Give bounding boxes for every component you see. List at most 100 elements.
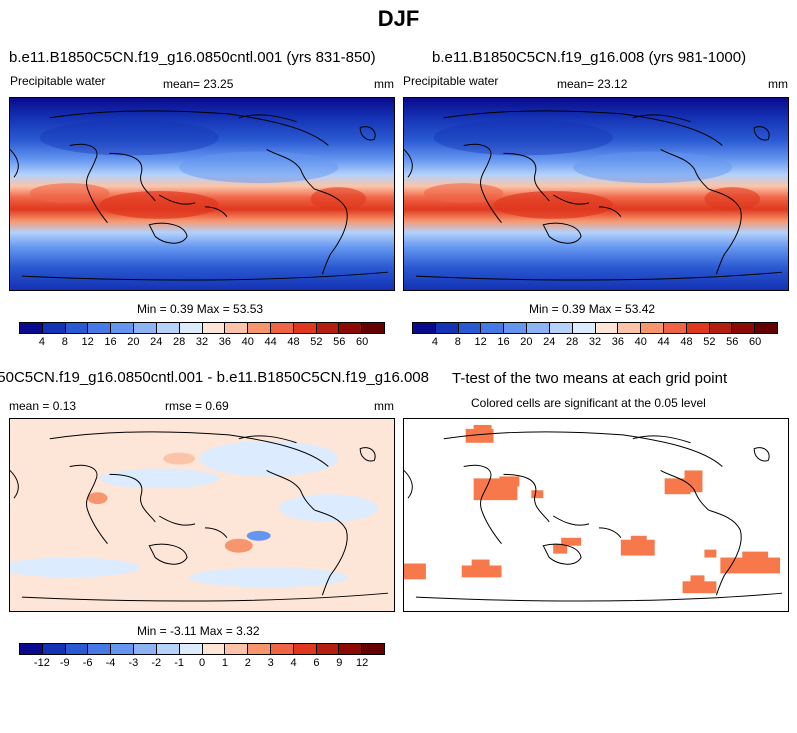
colorbar-precip-right-tick-label: 20 <box>520 336 533 348</box>
colorbar-difference-swatch <box>65 644 89 654</box>
map-significance-plot <box>404 419 788 611</box>
colorbar-precip-right-tick-label: 32 <box>588 336 602 348</box>
colorbar-difference-swatch <box>293 644 317 654</box>
colorbar-precip-right-swatch <box>413 323 436 333</box>
colorbar-precip-left-tick-label: 16 <box>104 336 117 348</box>
panel-tr-mean: mean= 23.12 <box>557 77 628 91</box>
panel-br-ttest-subtitle: Colored cells are significant at the 0.0… <box>471 396 706 410</box>
colorbar-difference-tick-label: 3 <box>267 657 274 669</box>
colorbar-precip-left-swatch <box>42 323 66 333</box>
colorbar-difference-swatch <box>362 644 384 654</box>
colorbar-precip-left-swatch <box>156 323 180 333</box>
colorbar-precip-left-swatch <box>316 323 340 333</box>
colorbar-precip-left-tick-label: 56 <box>333 336 346 348</box>
colorbar-precip-right-swatch <box>663 323 687 333</box>
colorbar-precip-left-tick-label: 32 <box>195 336 209 348</box>
colorbar-precip-left-swatch <box>65 323 89 333</box>
colorbar-precip-left-tick-label: 20 <box>127 336 140 348</box>
colorbar-difference-tick-label: -6 <box>82 657 93 669</box>
colorbar-precip-left-swatch <box>248 323 271 333</box>
colorbar-precip-right <box>412 322 778 334</box>
colorbar-precip-left <box>19 322 385 334</box>
colorbar-difference-tick-label: 0 <box>198 657 206 669</box>
colorbar-difference-swatch <box>111 644 135 654</box>
colorbar-precip-right-swatch <box>686 323 710 333</box>
colorbar-precip-left-tick-label: 44 <box>264 336 277 348</box>
colorbar-precip-left-tick-label: 12 <box>81 336 94 348</box>
colorbar-precip-right-swatch <box>527 323 550 333</box>
colorbar-precip-left-labels: 4 8 12 16 20 24 28 32 36 40 44 48 52 56 60 <box>19 336 385 350</box>
colorbar-difference-swatch <box>248 644 271 654</box>
panel-tl-mean: mean= 23.25 <box>163 77 234 91</box>
figure-title: DJF <box>377 6 420 31</box>
map-precip-difference-plot <box>10 419 394 611</box>
colorbar-precip-right-tick-label: 28 <box>566 336 579 348</box>
colorbar-precip-left-swatch <box>339 323 363 333</box>
map-precip-control-plot <box>10 98 394 290</box>
panel-bl-stats: Min = -3.11 Max = 3.32 <box>137 624 260 638</box>
colorbar-precip-left-tick-label: 60 <box>356 336 369 348</box>
colorbar-precip-left-swatch <box>202 323 226 333</box>
colorbar-difference-swatch <box>88 644 112 654</box>
colorbar-precip-right-swatch <box>435 323 459 333</box>
colorbar-precip-right-tick-label: 16 <box>497 336 510 348</box>
colorbar-difference-labels: -12 -9 -6 -4 -3 -2 -1 0 1 2 3 4 6 9 12 <box>19 657 385 671</box>
colorbar-precip-right-swatch <box>504 323 528 333</box>
map-precip-experiment-plot <box>404 98 788 290</box>
panel-bl-mean: mean = 0.13 <box>9 399 77 413</box>
colorbar-difference-swatch <box>270 644 294 654</box>
colorbar-precip-left-swatch <box>362 323 384 333</box>
colorbar-difference-tick-label: -12 <box>33 657 50 669</box>
panel-tr-case-title: b.e11.B1850C5CN.f19_g16.008 (yrs 981-100… <box>432 49 747 66</box>
panel-tl-stats: Min = 0.39 Max = 53.53 <box>137 302 264 316</box>
colorbar-difference-swatch <box>20 644 43 654</box>
map-precip-experiment <box>403 97 789 291</box>
colorbar-precip-left-swatch <box>20 323 43 333</box>
colorbar-precip-left-tick-label: 36 <box>218 336 231 348</box>
panel-tl-case-title: b.e11.B1850C5CN.f19_g16.0850cntl.001 (yr… <box>9 49 376 66</box>
colorbar-difference-swatch <box>202 644 226 654</box>
colorbar-precip-right-swatch <box>641 323 664 333</box>
panel-tl-variable: Precipitable water <box>10 74 106 88</box>
panel-bl-units: mm <box>374 399 394 413</box>
colorbar-difference-swatch <box>179 644 203 654</box>
colorbar-difference-swatch <box>156 644 180 654</box>
panel-bl-rmse: rmse = 0.69 <box>165 399 229 413</box>
colorbar-difference-swatch <box>316 644 340 654</box>
colorbar-precip-right-tick-label: 8 <box>454 336 461 348</box>
colorbar-precip-right-swatch <box>732 323 756 333</box>
colorbar-difference <box>19 643 385 655</box>
colorbar-precip-left-tick-label: 52 <box>310 336 323 348</box>
colorbar-difference-tick-label: -4 <box>105 657 116 669</box>
colorbar-precip-left-swatch <box>134 323 157 333</box>
colorbar-difference-swatch <box>42 644 66 654</box>
colorbar-difference-tick-label: -9 <box>59 657 70 669</box>
panel-bl-diff-title: b.e11.B1850C5CN.f19_g16.0850cntl.001 - b… <box>0 369 429 386</box>
colorbar-precip-right-tick-label: 48 <box>680 336 693 348</box>
colorbar-precip-left-swatch <box>111 323 135 333</box>
colorbar-precip-left-swatch <box>225 323 249 333</box>
colorbar-precip-right-swatch <box>618 323 642 333</box>
colorbar-precip-left-tick-label: 28 <box>173 336 186 348</box>
colorbar-precip-right-swatch <box>572 323 596 333</box>
colorbar-precip-right-tick-label: 60 <box>749 336 762 348</box>
colorbar-precip-right-swatch <box>549 323 573 333</box>
colorbar-precip-left-swatch <box>293 323 317 333</box>
colorbar-precip-right-tick-label: 56 <box>726 336 739 348</box>
map-precip-control <box>9 97 395 291</box>
colorbar-precip-right-tick-label: 40 <box>634 336 647 348</box>
colorbar-precip-right-swatch <box>595 323 619 333</box>
colorbar-precip-left-swatch <box>88 323 112 333</box>
colorbar-precip-right-swatch <box>481 323 505 333</box>
panel-br-ttest-title: T-test of the two means at each grid poi… <box>452 370 728 387</box>
colorbar-difference-tick-label: 12 <box>356 657 369 669</box>
colorbar-precip-right-tick-label: 4 <box>431 336 438 348</box>
panel-bl-title-clip: b.e11.B1850C5CN.f19_g16.0850cntl.001 - b… <box>0 368 456 390</box>
map-precip-difference <box>9 418 395 612</box>
colorbar-difference-tick-label: 1 <box>221 657 228 669</box>
colorbar-difference-swatch <box>134 644 157 654</box>
colorbar-precip-right-labels: 4 8 12 16 20 24 28 32 36 40 44 48 52 56 60 <box>412 336 778 350</box>
colorbar-precip-right-tick-label: 24 <box>543 336 556 348</box>
panel-tr-stats: Min = 0.39 Max = 53.42 <box>529 302 656 316</box>
colorbar-precip-right-swatch <box>709 323 733 333</box>
